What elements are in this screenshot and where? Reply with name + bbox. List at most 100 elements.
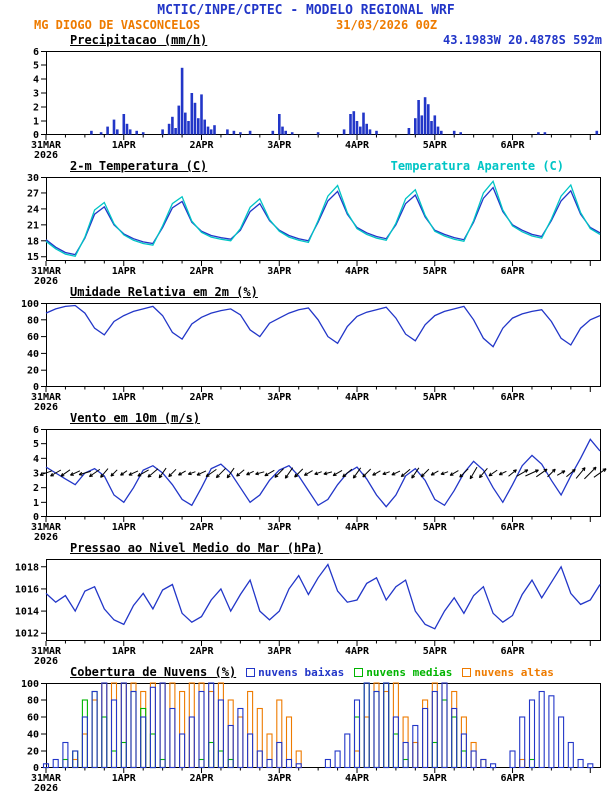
wind-chart: 31MAR 2026 1APR 2APR 3APR 4APR 5APR 6APR 0 1 2 3 4 5 6: [0, 425, 612, 541]
2-m-temperatura-line: [45, 186, 601, 256]
wind-direction-arrows: [39, 466, 607, 480]
svg-text:100: 100: [21, 679, 39, 690]
page-title: MCTIC/INPE/CPTEC - MODELO REGIONAL WRF: [157, 3, 455, 18]
svg-text:2APR: 2APR: [189, 266, 214, 277]
temperatura-aparente-line: [45, 179, 601, 257]
svg-text:6APR: 6APR: [500, 266, 525, 277]
panel-clouds: Cobertura de Nuvens (%) nuvens baixas nuve…: [0, 665, 612, 792]
svg-text:5APR: 5APR: [423, 392, 448, 403]
svg-text:4: 4: [33, 454, 39, 465]
svg-text:5APR: 5APR: [423, 140, 448, 151]
precip-title: Precipitacao (mm/h): [70, 33, 208, 47]
run-datetime: 31/03/2026 00Z: [336, 18, 438, 32]
svg-text:3: 3: [33, 469, 39, 480]
svg-text:1018: 1018: [15, 562, 39, 573]
pressao-nivel-medio-do-mar-line: [45, 563, 601, 630]
svg-text:6APR: 6APR: [500, 646, 525, 657]
svg-text:4: 4: [33, 75, 39, 86]
legend-item-nuvens-baixas: nuvens baixas: [246, 666, 344, 679]
svg-text:5APR: 5APR: [423, 646, 448, 657]
legend-label-nuvens-baixas: nuvens baixas: [258, 666, 345, 679]
svg-text:20: 20: [27, 747, 39, 758]
svg-text:30: 30: [27, 173, 39, 184]
legend-item-nuvens-medias: nuvens medias: [354, 666, 452, 679]
svg-text:1APR: 1APR: [112, 522, 137, 533]
svg-text:1APR: 1APR: [112, 140, 137, 151]
pressure-title-row: Pressao ao Nivel Medio do Mar (hPa): [0, 541, 612, 555]
svg-text:2APR: 2APR: [189, 646, 214, 657]
svg-text:3APR: 3APR: [267, 266, 292, 277]
wind-title-row: Vento em 10m (m/s): [0, 411, 612, 425]
svg-text:6: 6: [33, 47, 39, 58]
svg-text:0: 0: [33, 512, 39, 523]
pressure-title: Pressao ao Nivel Medio do Mar (hPa): [70, 541, 323, 555]
panel-pressure: Pressao ao Nivel Medio do Mar (hPa) 31MA…: [0, 541, 612, 665]
svg-text:2026: 2026: [34, 532, 58, 541]
clouds-title-row: Cobertura de Nuvens (%) nuvens baixas nuve…: [0, 665, 612, 679]
svg-text:2: 2: [33, 103, 39, 114]
svg-text:0: 0: [33, 130, 39, 141]
svg-text:2APR: 2APR: [189, 773, 214, 784]
svg-text:31MAR: 31MAR: [31, 646, 62, 657]
svg-text:31MAR: 31MAR: [31, 140, 62, 151]
svg-text:31MAR: 31MAR: [31, 266, 62, 277]
legend-item-nuvens-altas: nuvens altas: [462, 666, 554, 679]
panel-humidity: Umidade Relativa em 2m (%) 31MAR 2026 1APR…: [0, 285, 612, 411]
svg-text:3: 3: [33, 89, 39, 100]
svg-text:4APR: 4APR: [345, 392, 370, 403]
svg-text:1APR: 1APR: [112, 773, 137, 784]
pressure-chart: 31MAR 2026 1APR 2APR 3APR 4APR 5APR 6APR 1012 101…: [0, 555, 612, 665]
svg-text:4APR: 4APR: [345, 773, 370, 784]
svg-text:3APR: 3APR: [267, 140, 292, 151]
temp-chart: 31MAR 2026 1APR 2APR 3APR 4APR 5APR 6APR 15 18 21 2…: [0, 173, 612, 285]
svg-text:24: 24: [27, 204, 39, 215]
nuvens-medias-bars: [62, 682, 536, 769]
temp-title: 2-m Temperatura (C): [70, 159, 208, 173]
svg-text:80: 80: [27, 696, 39, 707]
svg-text:5APR: 5APR: [423, 522, 448, 533]
svg-text:5APR: 5APR: [423, 266, 448, 277]
legend-label-nuvens-medias: nuvens medias: [366, 666, 453, 679]
legend-label-nuvens-altas: nuvens altas: [474, 666, 554, 679]
svg-text:27: 27: [27, 188, 39, 199]
svg-text:60: 60: [27, 332, 39, 343]
location-coords: 43.1983W 20.4878S 592m: [443, 33, 602, 47]
svg-text:80: 80: [27, 315, 39, 326]
rh-title: Umidade Relativa em 2m (%): [70, 285, 258, 299]
svg-text:4APR: 4APR: [345, 522, 370, 533]
svg-text:3APR: 3APR: [267, 392, 292, 403]
svg-text:15: 15: [27, 252, 39, 263]
svg-text:100: 100: [21, 299, 39, 310]
svg-text:1016: 1016: [15, 584, 39, 595]
header-line2: MG DIOGO DE VASCONCELOS 31/03/2026 00Z: [0, 18, 612, 33]
svg-text:1: 1: [33, 117, 39, 128]
svg-text:4APR: 4APR: [345, 266, 370, 277]
panel-wind: Vento em 10m (m/s) 31MAR 2026 1APR 2APR 3APR…: [0, 411, 612, 541]
svg-text:21: 21: [27, 220, 39, 231]
rh-title-row: Umidade Relativa em 2m (%): [0, 285, 612, 299]
clouds-title: Cobertura de Nuvens (%): [70, 665, 237, 679]
station-name: MG DIOGO DE VASCONCELOS: [34, 18, 201, 32]
svg-text:31MAR: 31MAR: [31, 522, 62, 533]
svg-text:2026: 2026: [34, 783, 58, 792]
svg-text:1: 1: [33, 498, 39, 509]
svg-text:2026: 2026: [34, 402, 58, 411]
umidade-relativa-2m-line: [45, 304, 601, 348]
panel-precipitation: Precipitacao (mm/h) 43.1983W 20.4878S 59…: [0, 33, 612, 159]
svg-text:40: 40: [27, 349, 39, 360]
svg-text:60: 60: [27, 713, 39, 724]
svg-text:0: 0: [33, 763, 39, 774]
svg-text:4APR: 4APR: [345, 140, 370, 151]
svg-text:2026: 2026: [34, 150, 58, 159]
svg-text:5APR: 5APR: [423, 773, 448, 784]
nuvens-baixas-bars: [42, 682, 594, 769]
svg-text:6APR: 6APR: [500, 140, 525, 151]
svg-text:6APR: 6APR: [500, 522, 525, 533]
svg-text:2: 2: [33, 483, 39, 494]
nuvens-baixas-swatch-icon: [246, 668, 256, 677]
